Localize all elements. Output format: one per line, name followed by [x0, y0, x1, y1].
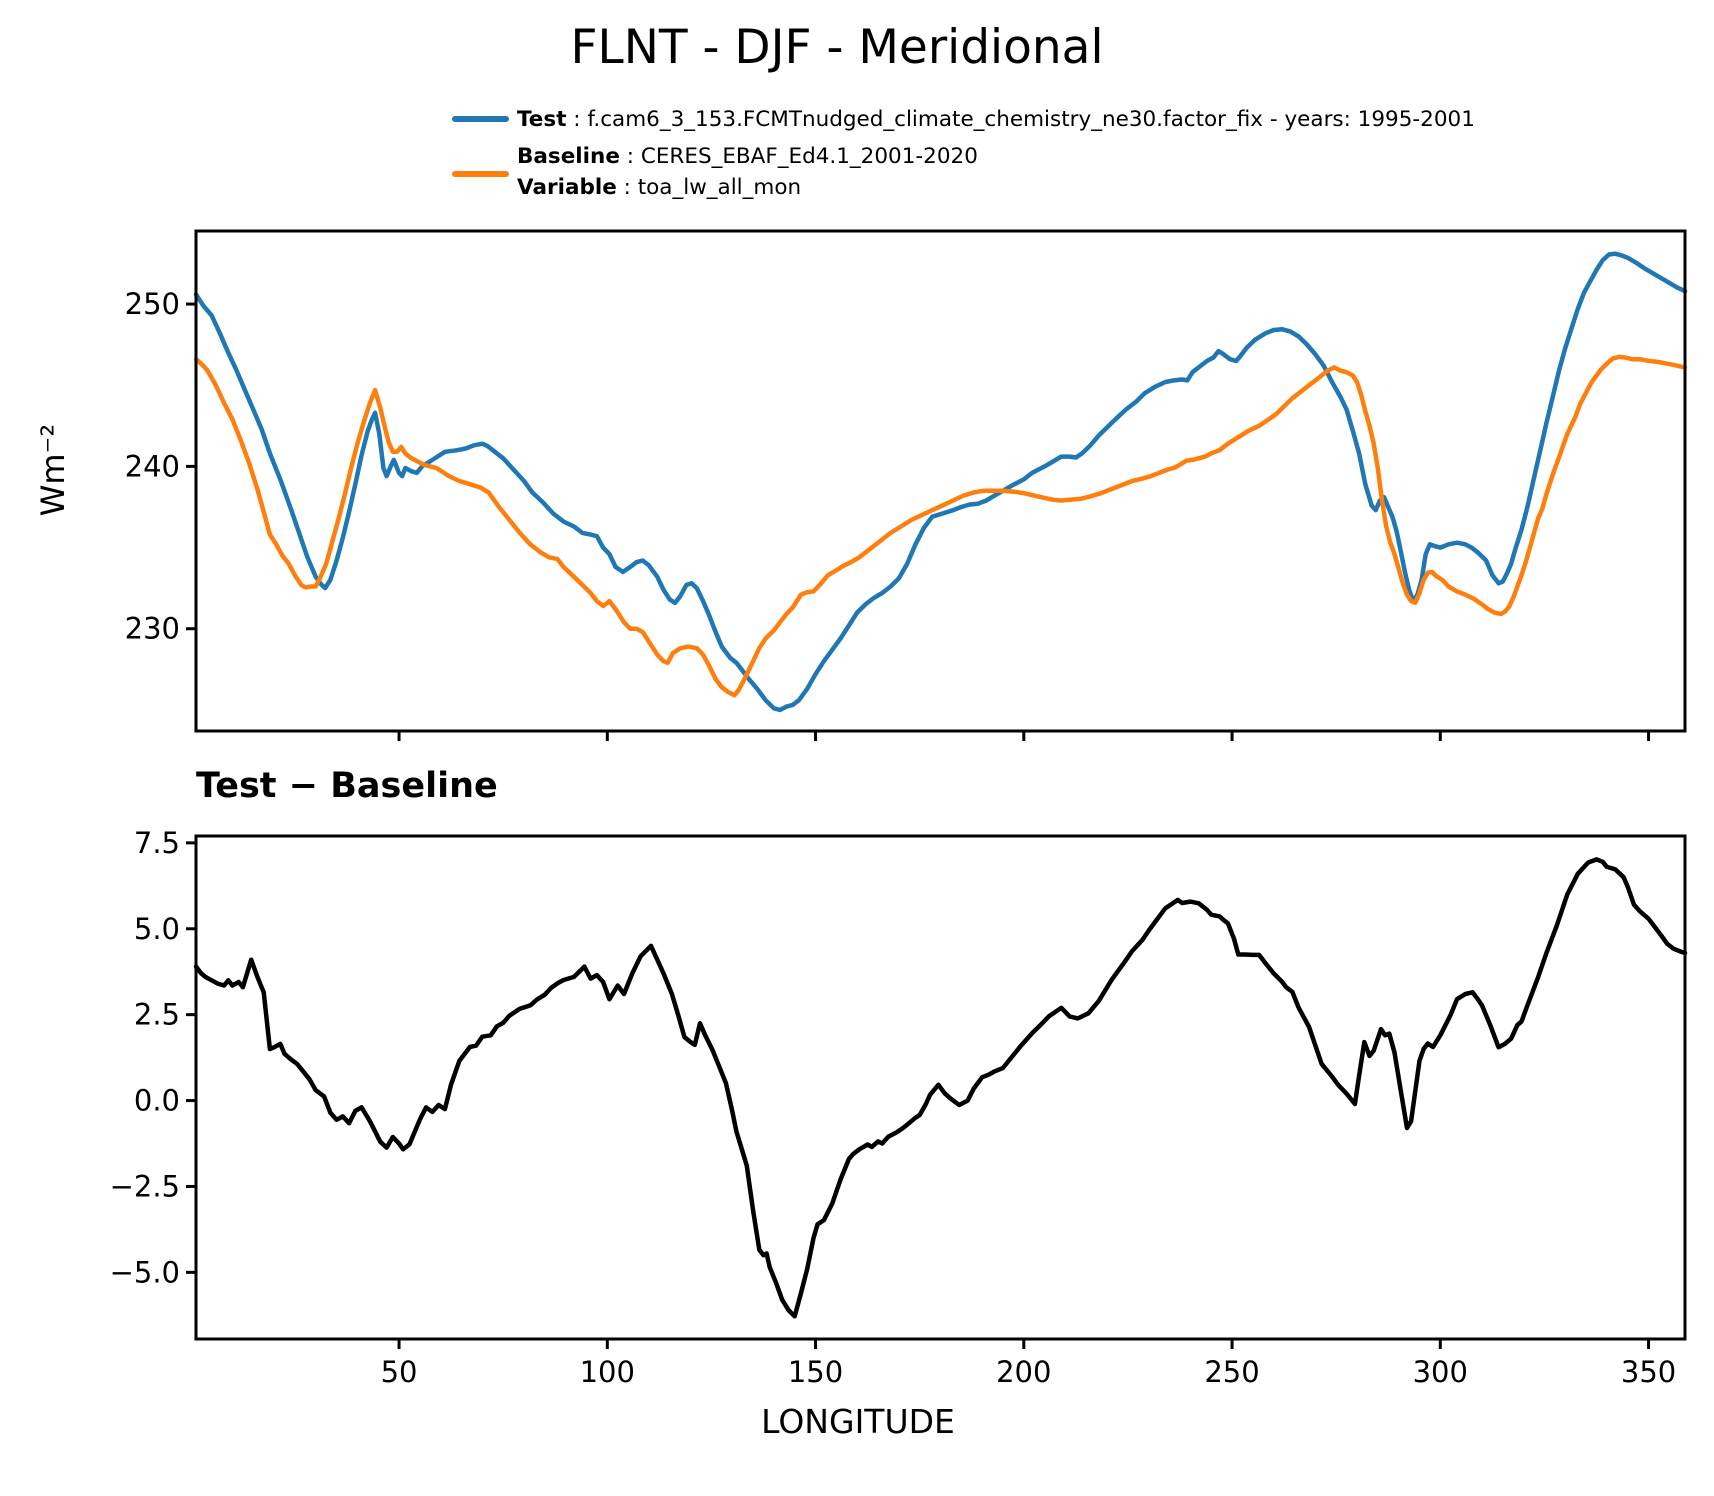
diff-axes: 50 100 150 200 250 300 350 −5.0 −2.5 0.0 2.5 5.0 7.5	[110, 826, 1688, 1389]
y-axis-label: Wm⁻²	[34, 423, 72, 517]
baseline-line	[193, 354, 1688, 698]
x-tick-label: 350	[1621, 1355, 1676, 1389]
y-tick-label: −2.5	[110, 1169, 180, 1203]
x-tick-label: 50	[381, 1355, 418, 1389]
x-tick-label: 250	[1204, 1355, 1259, 1389]
legend-item-variable: Variable : toa_lw_all_mon	[517, 177, 801, 199]
y-tick-label: −5.0	[110, 1255, 180, 1289]
y-tick-label: 230	[125, 612, 180, 646]
diff-spines	[194, 834, 1687, 1341]
legend-item-test: Test : f.cam6_3_153.FCMTnudged_climate_c…	[517, 109, 1475, 131]
test-−-baseline-line	[193, 857, 1688, 1319]
y-tick-label: 240	[125, 449, 180, 483]
legend-label: Baseline	[517, 144, 620, 169]
page-title: FLNT - DJF - Meridional	[570, 20, 1104, 75]
x-tick-label: 200	[996, 1355, 1051, 1389]
x-tick-label: 100	[580, 1355, 635, 1389]
y-tick-label: 0.0	[134, 1084, 180, 1118]
x-axis-label: LONGITUDE	[761, 1402, 955, 1441]
legend-label: Test	[517, 107, 567, 132]
legend-label: Variable	[517, 175, 617, 200]
y-tick-label: 2.5	[134, 998, 180, 1032]
test-line-swatch	[452, 116, 509, 122]
legend-value: toa_lw_all_mon	[637, 175, 802, 200]
x-tick-label: 150	[788, 1355, 843, 1389]
x-tick-label: 300	[1413, 1355, 1468, 1389]
legend-value: CERES_EBAF_Ed4.1_2001-2020	[640, 144, 978, 169]
test-line	[193, 251, 1688, 713]
y-tick-label: 5.0	[134, 912, 180, 946]
legend-separator: :	[566, 107, 588, 132]
legend-separator: :	[616, 175, 638, 200]
baseline-line-swatch	[452, 171, 509, 177]
y-tick-label: 250	[125, 287, 180, 321]
main-spines	[194, 229, 1687, 733]
legend-item-baseline: Baseline : CERES_EBAF_Ed4.1_2001-2020	[517, 146, 978, 168]
main-axes: 230 240 250	[125, 229, 1688, 741]
diff-chart-title: Test − Baseline	[196, 766, 498, 806]
legend-value: f.cam6_3_153.FCMTnudged_climate_chemistr…	[587, 107, 1475, 132]
y-tick-label: 7.5	[134, 826, 180, 860]
legend-separator: :	[619, 144, 641, 169]
